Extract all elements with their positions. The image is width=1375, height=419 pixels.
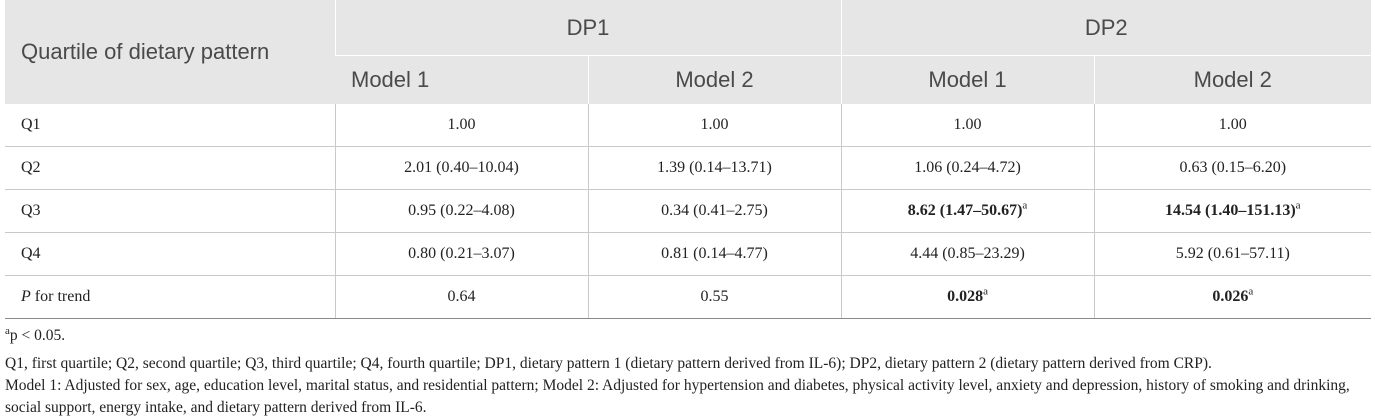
odds-ratio-table: Quartile of dietary pattern DP1 DP2 Mode… bbox=[5, 0, 1372, 319]
model-header: Model 1 bbox=[840, 55, 1095, 104]
table-cell: 1.00 bbox=[840, 104, 1095, 147]
table-row: Q4 0.80 (0.21–3.07) 0.81 (0.14–4.77) 4.44 (… bbox=[5, 232, 1372, 276]
table-cell: 4.44 (0.85–23.29) bbox=[840, 232, 1095, 276]
table-cell: 5.92 (0.61–57.11) bbox=[1093, 232, 1372, 276]
table-cell: 0.63 (0.15–6.20) bbox=[1093, 146, 1372, 190]
table-cell: 0.64 bbox=[334, 275, 588, 319]
table-cell: 8.62 (1.47–50.67)a bbox=[840, 189, 1095, 233]
group-header-dp2: DP2 bbox=[840, 0, 1372, 56]
table-cell: 2.01 (0.40–10.04) bbox=[334, 146, 588, 190]
table-cell: 0.95 (0.22–4.08) bbox=[334, 189, 588, 233]
results-table-container: Quartile of dietary pattern DP1 DP2 Mode… bbox=[5, 0, 1372, 419]
model-header: Model 1 bbox=[335, 55, 588, 104]
models-note: Model 1: Adjusted for sex, age, educatio… bbox=[5, 377, 1350, 416]
table-cell: 1.00 bbox=[1093, 104, 1372, 147]
table-cell: 14.54 (1.40–151.13)a bbox=[1093, 189, 1372, 233]
abbreviations-note: Q1, first quartile; Q2, second quartile;… bbox=[5, 355, 1212, 372]
table-footnotes: ap < 0.05. Q1, first quartile; Q2, secon… bbox=[5, 325, 1371, 419]
table-row: Q3 0.95 (0.22–4.08) 0.34 (0.41–2.75) 8.62 (… bbox=[5, 189, 1372, 233]
table-cell: 0.80 (0.21–3.07) bbox=[334, 232, 588, 276]
table-cell: 0.55 bbox=[587, 275, 842, 319]
table-row: Q2 2.01 (0.40–10.04) 1.39 (0.14–13.71) 1.06… bbox=[5, 146, 1372, 190]
model-header: Model 2 bbox=[1093, 55, 1372, 104]
table-cell: 0.34 (0.41–2.75) bbox=[587, 189, 842, 233]
group-header-dp1: DP1 bbox=[334, 0, 842, 56]
row-label: Q4 bbox=[5, 232, 335, 276]
table-row: Q1 1.00 1.00 1.00 1.00 bbox=[5, 104, 1372, 147]
table-cell: 1.00 bbox=[334, 104, 588, 147]
row-label: Q2 bbox=[5, 146, 335, 190]
model-header: Model 2 bbox=[587, 55, 842, 104]
row-label: P for trend bbox=[5, 275, 335, 319]
table-cell: 0.028a bbox=[840, 275, 1095, 319]
row-label: Q1 bbox=[5, 104, 335, 147]
table-cell: 1.39 (0.14–13.71) bbox=[587, 146, 842, 190]
table-body: Q1 1.00 1.00 1.00 1.00 Q2 2.01 (0.40–10.04) 1.3… bbox=[5, 104, 1372, 319]
table-cell: 0.81 (0.14–4.77) bbox=[587, 232, 842, 276]
corner-header: Quartile of dietary pattern bbox=[5, 0, 335, 104]
table-cell: 1.06 (0.24–4.72) bbox=[840, 146, 1095, 190]
significance-note: ap < 0.05. bbox=[5, 324, 66, 344]
table-cell: 1.00 bbox=[587, 104, 842, 147]
row-label: Q3 bbox=[5, 189, 335, 233]
trend-row: P for trend 0.64 0.55 0.028a 0.026a bbox=[5, 275, 1372, 319]
table-cell: 0.026a bbox=[1093, 275, 1372, 319]
